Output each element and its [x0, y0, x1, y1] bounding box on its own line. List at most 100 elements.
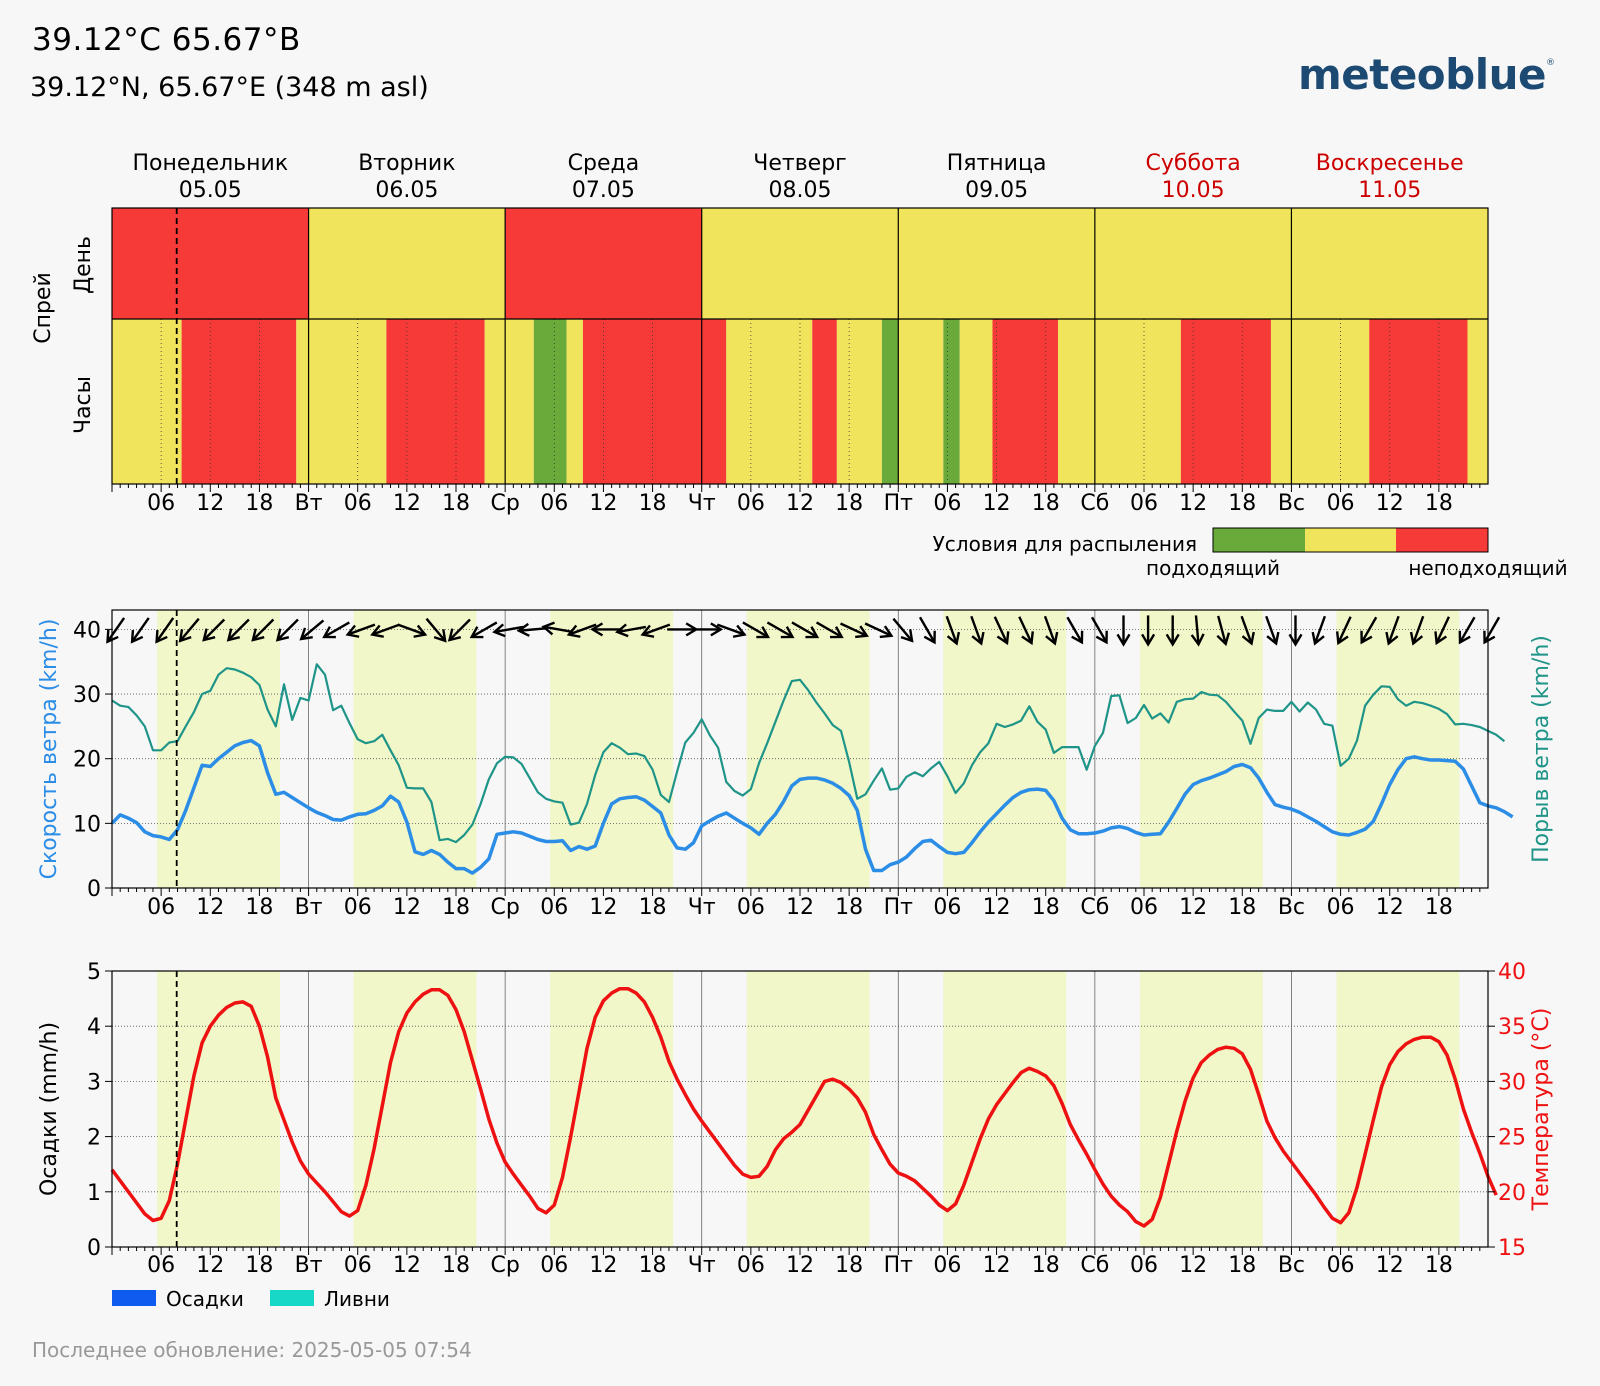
arrow-head [413, 624, 428, 638]
wind-direction-arrow [345, 623, 376, 638]
hour-tick-label: 12 [196, 491, 224, 516]
wind-direction-arrow [469, 621, 498, 639]
arrow-shaft [840, 622, 867, 637]
hour-tick-label: 06 [344, 491, 372, 516]
hourly-spray-segment [308, 319, 387, 484]
arrow-shaft [569, 623, 597, 636]
daylight-band [943, 610, 1067, 888]
wind-direction-arrow [1288, 615, 1303, 647]
legend-suitable-swatch [1213, 528, 1305, 552]
arrow-head [971, 631, 985, 646]
wind-direction-arrow [615, 623, 647, 638]
hourly-spray-segment [1369, 319, 1468, 484]
arrow-shaft [1459, 616, 1476, 643]
arrow-head [590, 622, 604, 637]
hourly-spray-segment [112, 319, 182, 484]
hour-tick-label: 18 [245, 895, 273, 920]
hourly-spray-segment [296, 319, 309, 484]
arrow-head [1311, 631, 1325, 646]
hour-tick-label: 12 [589, 491, 617, 516]
daylight-band [353, 971, 477, 1247]
hour-tick-label: 18 [835, 1253, 863, 1278]
wind-direction-arrow [945, 615, 961, 646]
day-name-header: Пятница [947, 151, 1047, 176]
wind-gust-line [111, 663, 1506, 844]
wind-direction-arrow [970, 615, 985, 646]
arrow-shaft [1194, 615, 1200, 644]
temp-y-tick-label: 30 [1498, 1070, 1526, 1095]
arrow-head [1385, 631, 1399, 646]
arrow-shaft [1240, 615, 1253, 643]
day-name-header: Среда [568, 151, 640, 176]
hour-tick-label: 18 [1032, 1253, 1060, 1278]
arrow-shaft [397, 623, 425, 636]
arrow-head [1266, 631, 1280, 646]
arrow-head [805, 626, 820, 639]
wind-direction-arrow [1018, 616, 1034, 646]
hourly-spray-segment [533, 319, 567, 484]
weekday-tick-label: Вс [1278, 491, 1305, 516]
arrow-head [130, 629, 144, 644]
wind-direction-arrow [1090, 616, 1108, 645]
hour-tick-label: 12 [786, 491, 814, 516]
legend-suitable-label: подходящий [1146, 556, 1280, 580]
wind-direction-arrow [918, 616, 936, 645]
arrow-shaft [716, 623, 744, 636]
wind-direction-arrow [1311, 615, 1327, 646]
hour-tick-label: 18 [1425, 1253, 1453, 1278]
arrow-head [1216, 632, 1231, 647]
hour-tick-label: 12 [1376, 895, 1404, 920]
wind-speed-line [110, 738, 1514, 875]
hour-tick-label: 12 [1179, 1253, 1207, 1278]
daylight-band [550, 971, 674, 1247]
wind-direction-arrow [275, 618, 299, 642]
wind-direction-arrow [202, 618, 226, 642]
arrow-head [946, 631, 961, 646]
wind-direction-arrow [425, 617, 447, 643]
wind-direction-arrow [1240, 615, 1255, 646]
hour-tick-label: 06 [933, 895, 961, 920]
arrow-head [732, 624, 747, 638]
hour-tick-label: 12 [1376, 491, 1404, 516]
hour-tick-label: 12 [983, 491, 1011, 516]
hour-tick-label: 12 [196, 1253, 224, 1278]
hourly-spray-segment [726, 319, 813, 484]
arrow-head [155, 629, 168, 644]
weekday-tick-label: Сб [1080, 895, 1109, 920]
hour-tick-label: 12 [983, 895, 1011, 920]
wind-direction-arrow [370, 623, 400, 638]
arrow-head [1434, 631, 1447, 646]
weekday-tick-label: Чт [688, 491, 716, 516]
arrow-shaft [519, 626, 548, 632]
arrow-shaft [179, 617, 200, 641]
temp-y-tick-label: 15 [1498, 1236, 1526, 1261]
wind-y-tick-label: 0 [87, 877, 101, 902]
hour-tick-label: 06 [540, 1253, 568, 1278]
arrow-head [1141, 633, 1156, 647]
day-name-header: Воскресенье [1316, 151, 1464, 176]
wind-direction-arrow [590, 622, 622, 637]
day-date-header: 09.05 [965, 178, 1028, 203]
arrow-shaft [228, 618, 250, 641]
hourly-spray-segment [1058, 319, 1095, 484]
wind-direction-arrow [541, 621, 573, 636]
hour-tick-label: 18 [442, 491, 470, 516]
arrow-shaft [1265, 615, 1277, 643]
arrow-shaft [348, 623, 376, 636]
hourly-spray-segment [836, 319, 882, 484]
hourly-spray-segment [181, 319, 297, 484]
arrow-shaft [1337, 616, 1352, 643]
wind-direction-arrow [892, 617, 914, 643]
wind-direction-arrow [1434, 616, 1451, 646]
arrow-head [566, 624, 581, 638]
hour-tick-label: 06 [933, 491, 961, 516]
wind-direction-arrow [178, 617, 200, 643]
temperature-line [110, 986, 1498, 1228]
temp-y-tick-label: 35 [1498, 1015, 1526, 1040]
hour-tick-label: 18 [639, 1253, 667, 1278]
arrow-head [900, 629, 914, 643]
hour-tick-label: 18 [835, 491, 863, 516]
arrow-head [370, 624, 384, 638]
meteoblue-logo[interactable]: meteoblue® [1298, 50, 1555, 99]
